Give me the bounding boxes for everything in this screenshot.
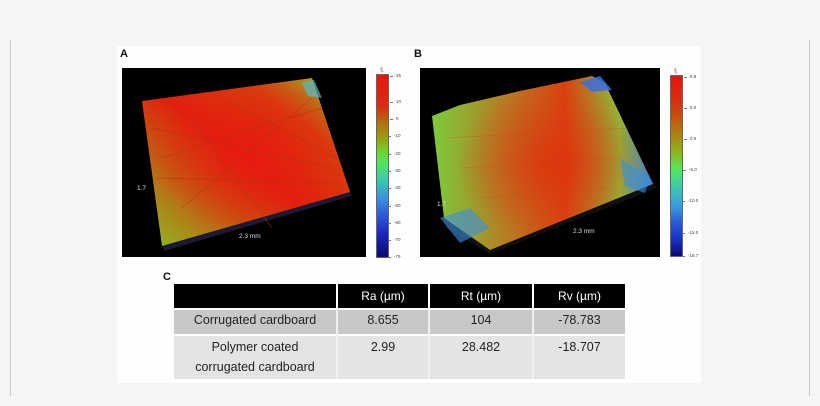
panel-a-label: A (120, 48, 128, 60)
colorbar-tick: -70 (388, 237, 401, 242)
colorbar-tick: -10.0 (681, 198, 699, 203)
colorbar-tick: -79 (388, 254, 401, 259)
left-border-line (10, 40, 11, 396)
colorbar-tick: -40 (388, 185, 401, 190)
roughness-table: Ra (µm) Rt (µm) Rv (µm) Corrugated cardb… (174, 284, 625, 379)
surface-b-graphic (432, 76, 657, 254)
panel-b-colorbar (670, 75, 683, 257)
panel-b-surface-map: 1.7 2.3 mm (420, 68, 660, 257)
surface-a-graphic (142, 78, 352, 251)
panel-b-label: B (414, 48, 422, 60)
colorbar-tick: -15.0 (681, 230, 699, 235)
cell-rt: 104 (429, 308, 534, 335)
colorbar-tick: -60 (388, 220, 401, 225)
header-rt: Rt (µm) (429, 284, 534, 309)
cell-sample: Polymer coated corrugated cardboard (174, 334, 338, 379)
cell-ra: 8.655 (337, 308, 430, 335)
right-border-line (809, 40, 810, 396)
colorbar-tick: -20 (388, 151, 401, 156)
panel-b-colorbar-unit: µm (672, 67, 678, 74)
table-row: Corrugated cardboard 8.655 104 -78.783 (174, 308, 625, 335)
colorbar-tick: 5.0 (683, 105, 697, 110)
cell-rt: 28.482 (429, 334, 534, 379)
table-header-row: Ra (µm) Rt (µm) Rv (µm) (174, 284, 625, 309)
panel-a-x-axis-label: 2.3 mm (239, 233, 261, 240)
colorbar-tick: -30 (388, 168, 401, 173)
colorbar-tick: -50 (388, 203, 401, 208)
colorbar-tick: -18.7 (681, 253, 699, 258)
cell-rv: -78.783 (533, 308, 625, 335)
panel-b-x-axis-label: 2.3 mm (573, 228, 595, 235)
panel-a-colorbar-unit: µm (378, 66, 384, 73)
cell-rv: -18.707 (533, 334, 625, 379)
cell-sample: Corrugated cardboard (174, 308, 338, 335)
panel-b-y-axis-label: 1.7 (437, 201, 447, 208)
cell-sample-line1: Polymer coated (211, 340, 299, 354)
panel-a-y-axis-label: 1.7 (137, 185, 147, 192)
colorbar-tick: -10 (388, 133, 401, 138)
panel-c-label: C (163, 271, 171, 283)
colorbar-tick: 0 (390, 116, 399, 121)
header-ra: Ra (µm) (337, 284, 430, 309)
header-rv: Rv (µm) (533, 284, 625, 309)
cell-sample-line2: corrugated cardboard (195, 360, 315, 374)
cell-ra: 2.99 (337, 334, 430, 379)
colorbar-tick: -5.0 (683, 167, 697, 172)
colorbar-tick: 10 (389, 99, 402, 104)
panel-a-colorbar (376, 74, 389, 258)
panel-a-surface-map: 1.7 2.3 mm (122, 68, 366, 257)
table-row: Polymer coated corrugated cardboard 2.99… (174, 334, 625, 379)
header-sample (174, 284, 338, 309)
colorbar-tick: 9.8 (683, 74, 697, 79)
colorbar-tick: 25 (389, 73, 402, 78)
colorbar-tick: 0.0 (683, 136, 697, 141)
